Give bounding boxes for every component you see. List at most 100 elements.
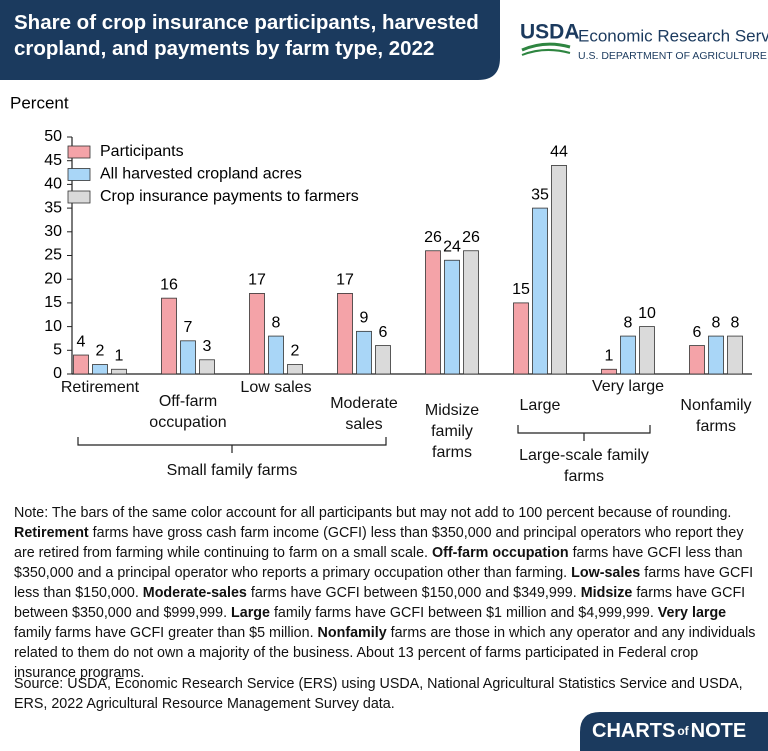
bar	[727, 335, 743, 375]
value-label: 6	[379, 324, 388, 341]
value-label: 2	[96, 343, 105, 360]
footer-brand-word: NOTE	[691, 720, 747, 742]
bar	[199, 359, 215, 375]
bar	[551, 165, 567, 375]
x-tick-label: Nonfamily farms	[680, 397, 752, 435]
value-label: 2	[291, 343, 300, 360]
value-label: 15	[512, 281, 530, 298]
y-tick-label: 20	[44, 270, 62, 287]
bar	[689, 345, 705, 375]
bar	[268, 335, 284, 375]
bar	[708, 335, 724, 375]
note-run: Off-farm occupation	[431, 545, 569, 561]
value-label: 1	[605, 347, 614, 364]
legend-label: Crop insurance payments to farmers	[100, 188, 359, 205]
value-label: 7	[184, 319, 193, 336]
legend-swatch	[67, 168, 91, 181]
y-tick-label: 0	[53, 365, 62, 382]
bar	[356, 330, 372, 375]
bar	[161, 297, 177, 375]
bar	[249, 293, 265, 375]
y-tick-label: 15	[44, 294, 62, 311]
note: Note: The bars of the same color account…	[14, 503, 759, 683]
department: U.S. DEPARTMENT OF AGRICULTURE	[578, 50, 767, 62]
footer-brand-word: CHARTS	[592, 720, 675, 742]
x-tick-label: Moderate sales	[330, 395, 398, 433]
footer-band	[580, 712, 768, 751]
x-tick-label: Off-farm occupation	[149, 393, 227, 431]
value-label: 9	[360, 310, 369, 327]
note-run: Nonfamily	[317, 625, 387, 641]
note-run: Very large	[657, 605, 727, 621]
y-tick-label: 25	[44, 247, 62, 264]
y-tick-label: 5	[53, 342, 62, 359]
legend-swatch	[67, 145, 91, 159]
value-label: 26	[462, 229, 480, 246]
y-axis-label: Percent	[10, 93, 69, 112]
x-tick-label: Large	[519, 397, 561, 414]
group-bracket	[77, 437, 387, 453]
value-label: 8	[624, 314, 633, 331]
chart-title: Share of crop insurance participants, ha…	[14, 11, 479, 60]
note-run: Note: The bars of the same color account…	[14, 505, 736, 521]
logo: USDA	[520, 21, 580, 44]
group-bracket	[517, 425, 651, 441]
source: Source: USDA, Economic Research Service …	[14, 676, 743, 712]
bar	[639, 326, 655, 375]
value-label: 8	[272, 314, 281, 331]
header-band	[0, 0, 500, 80]
group-label: Large-scale family farms	[519, 447, 649, 485]
logo-swoosh	[521, 42, 571, 52]
note-run: farms are those in which any operator an…	[14, 625, 760, 681]
value-label: 17	[248, 272, 266, 289]
note-run: farms have GCFI less than $350,000 and a…	[14, 545, 747, 581]
bar	[532, 207, 548, 375]
bar	[180, 340, 196, 375]
y-tick-label: 40	[44, 176, 62, 193]
note-run: Large	[231, 605, 270, 621]
footer-brand: CHARTS of NOTE	[592, 720, 746, 742]
value-label: 24	[443, 238, 461, 255]
x-tick-label: Very large	[591, 378, 665, 395]
note-run: Midsize	[580, 585, 633, 601]
value-label: 16	[160, 276, 178, 293]
bar	[425, 250, 441, 375]
bar	[92, 364, 108, 375]
group-label: Small family farms	[166, 462, 298, 479]
y-tick-label: 10	[44, 318, 62, 335]
value-label: 26	[424, 229, 442, 246]
value-label: 4	[77, 333, 86, 350]
x-tick-label: Retirement	[60, 379, 140, 396]
value-label: 6	[693, 324, 702, 341]
y-tick-label: 50	[44, 128, 62, 145]
value-label: 35	[531, 186, 549, 203]
x-tick-label: Low sales	[240, 379, 312, 396]
y-tick-label: 35	[44, 199, 62, 216]
value-label: 3	[203, 338, 212, 355]
y-tick-label: 45	[44, 152, 62, 169]
bar	[513, 302, 529, 375]
note-run: family farms have GCFI between $1 millio…	[269, 605, 658, 621]
bar	[287, 364, 303, 375]
value-label: 8	[731, 314, 740, 331]
x-tick-label: Midsize family farms	[424, 402, 480, 461]
value-label: 17	[336, 272, 354, 289]
bar	[444, 259, 460, 375]
value-label: 44	[550, 144, 568, 161]
note-run: Retirement	[14, 525, 89, 541]
legend-label: Participants	[100, 143, 184, 160]
bar	[620, 335, 636, 375]
value-label: 10	[638, 305, 656, 322]
agency: Economic Research Service	[578, 26, 768, 45]
bar	[601, 368, 617, 375]
value-label: 1	[115, 347, 124, 364]
footer-of: of	[677, 724, 689, 738]
note-run: Low-sales	[571, 565, 641, 581]
note-run: family farms have GCFI greater than $5 m…	[14, 605, 731, 641]
legend-label: All harvested cropland acres	[100, 166, 302, 183]
bar	[463, 250, 479, 375]
note-run: Moderate-sales	[142, 585, 247, 601]
bar	[73, 354, 89, 375]
